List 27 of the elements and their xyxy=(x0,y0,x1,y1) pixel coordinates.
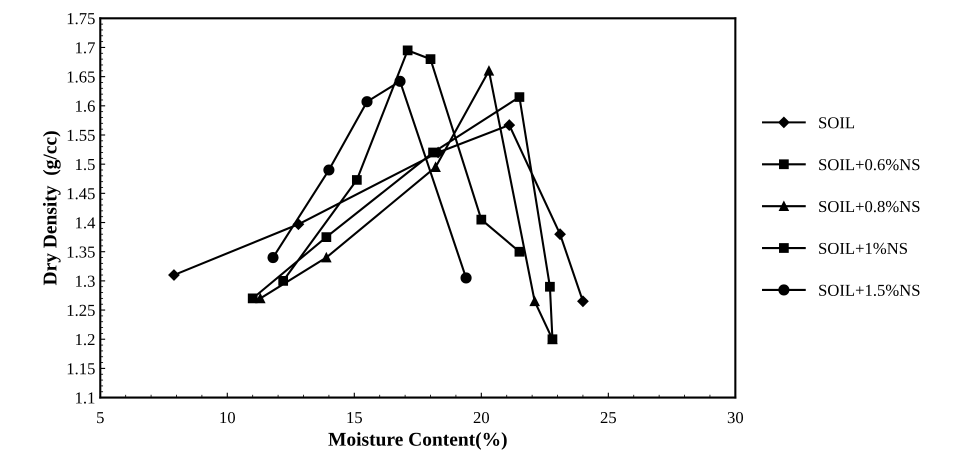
legend-label: SOIL+1.5%NS xyxy=(819,284,920,296)
y-tick-label: 1.1 xyxy=(76,392,94,404)
x-tick-label: 10 xyxy=(220,412,235,424)
legend-label: SOIL+1%NS xyxy=(819,242,907,254)
y-tick-label: 1.35 xyxy=(68,246,95,258)
y-tick-label: 1.6 xyxy=(76,100,95,112)
y-tick-label: 1.2 xyxy=(76,334,94,346)
y-tick-label: 1.25 xyxy=(68,304,95,316)
y-tick-label: 1.45 xyxy=(68,188,95,200)
x-tick-label: 20 xyxy=(474,412,490,424)
legend-label: SOIL xyxy=(819,117,854,128)
y-tick-label: 1.3 xyxy=(76,276,95,287)
x-tick-label: 5 xyxy=(97,412,104,424)
y-tick-label: 1.65 xyxy=(68,71,95,83)
x-tick-label: 25 xyxy=(600,412,616,424)
x-axis-title: Moisture Content(%) xyxy=(328,432,507,450)
y-tick-label: 1.4 xyxy=(76,217,96,229)
y-axis-title: Dry Density (g/cc) xyxy=(42,131,61,286)
y-tick-label: 1.7 xyxy=(76,42,95,54)
legend-label: SOIL+0.8%NS xyxy=(819,200,920,212)
y-tick-label: 1.75 xyxy=(68,13,95,24)
legend-label: SOIL+0.6%NS xyxy=(819,159,920,170)
y-tick-label: 1.55 xyxy=(68,130,95,142)
y-tick-label: 1.5 xyxy=(76,158,95,170)
x-tick-label: 15 xyxy=(347,412,362,424)
y-tick-label: 1.15 xyxy=(68,363,95,374)
x-tick-label: 30 xyxy=(728,412,744,424)
